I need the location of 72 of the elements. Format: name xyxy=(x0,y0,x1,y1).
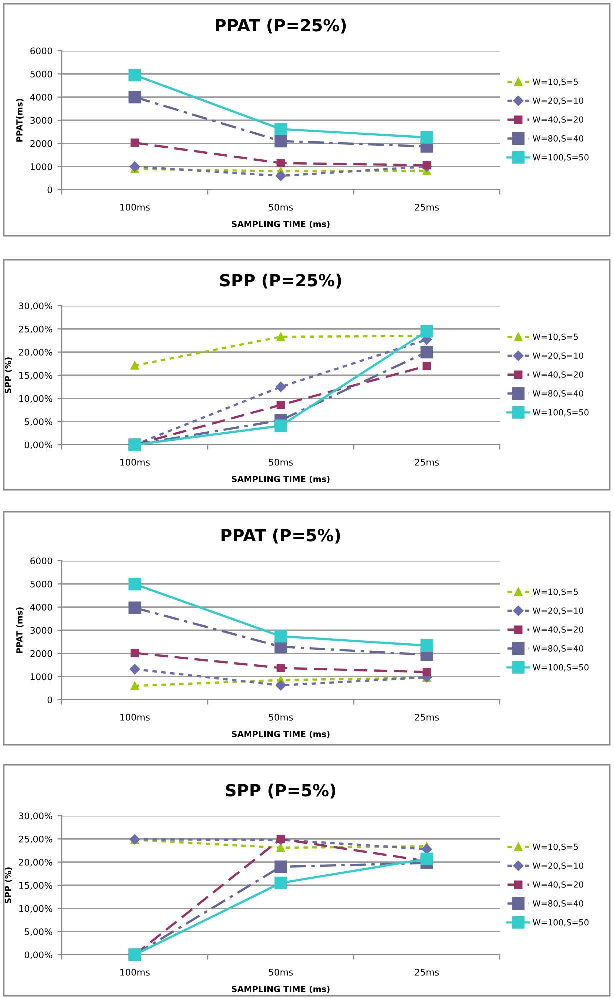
legend-label: W=10,S=5 xyxy=(532,588,578,596)
y-tick-label: 30,00% xyxy=(19,302,52,310)
legend-label: W=20,S=10 xyxy=(532,862,584,870)
x-axis-title: SAMPLING TIME (ms) xyxy=(232,730,330,738)
legend-label: W=10,S=5 xyxy=(532,334,578,341)
legend-label: W=40,S=20 xyxy=(532,626,584,634)
y-axis-title: SPP (%) xyxy=(4,868,12,904)
y-axis-title: PPAT(ms) xyxy=(16,99,24,142)
y-tick-label: 25,00% xyxy=(19,326,52,334)
y-axis-title: SPP (%) xyxy=(4,358,12,394)
y-tick-label: 10,00% xyxy=(20,905,52,914)
chart-title: SPP (P=25%) xyxy=(220,274,342,289)
legend-label: W=100,S=50 xyxy=(532,409,589,417)
x-tick-label: 25ms xyxy=(415,969,440,976)
legend-label: W=100,S=50 xyxy=(532,664,589,672)
y-axis-title: PPAT (ms) xyxy=(16,608,24,654)
legend-label: W=10,S=5 xyxy=(532,78,578,86)
x-tick-label: 50ms xyxy=(269,459,294,466)
x-tick-label: 50ms xyxy=(269,714,294,721)
legend-label: W=100,S=50 xyxy=(532,919,589,927)
x-tick-label: 100ms xyxy=(120,204,150,211)
y-tick-label: 25,00% xyxy=(19,836,52,844)
y-tick-label: 4000 xyxy=(30,604,52,611)
chart-title: PPAT (P=5%) xyxy=(222,528,340,544)
y-tick-label: 4000 xyxy=(30,94,52,101)
y-tick-label: 30,00% xyxy=(19,812,52,820)
y-tick-label: 20,00% xyxy=(19,859,52,867)
x-tick-label: 25ms xyxy=(415,714,440,721)
legend-label: W=40,S=20 xyxy=(532,372,584,379)
x-axis-title: SAMPLING TIME (ms) xyxy=(232,220,330,228)
x-tick-label: 25ms xyxy=(415,459,440,466)
x-tick-label: 50ms xyxy=(269,204,294,211)
y-tick-label: 0,00% xyxy=(24,442,52,450)
legend-label: W=20,S=10 xyxy=(532,608,584,615)
y-tick-label: 0,00% xyxy=(24,952,52,960)
y-tick-label: 3000 xyxy=(30,117,52,124)
legend-label: W=80,S=40 xyxy=(532,136,584,143)
y-tick-label: 5000 xyxy=(30,70,52,78)
x-tick-label: 25ms xyxy=(415,204,440,211)
chart-title: PPAT (P=25%) xyxy=(216,18,346,34)
y-tick-label: 1000 xyxy=(30,674,52,680)
x-tick-label: 50ms xyxy=(269,969,294,976)
y-tick-label: 6000 xyxy=(30,48,52,55)
x-axis-title: SAMPLING TIME (ms) xyxy=(232,986,330,994)
y-tick-label: 3000 xyxy=(30,627,52,634)
y-tick-label: 10,00% xyxy=(20,395,52,404)
legend-label: W=40,S=20 xyxy=(532,116,584,124)
legend-label: W=80,S=40 xyxy=(532,646,584,653)
y-tick-label: 0 xyxy=(48,696,52,704)
y-tick-label: 5,00% xyxy=(24,418,52,426)
legend-label: W=40,S=20 xyxy=(532,882,584,889)
y-tick-label: 1000 xyxy=(30,164,52,170)
y-tick-label: 15,00% xyxy=(20,372,52,380)
y-tick-label: 15,00% xyxy=(20,882,52,890)
legend-label: W=20,S=10 xyxy=(532,98,584,105)
y-tick-label: 0 xyxy=(48,186,52,194)
chart-title: SPP (P=5%) xyxy=(226,784,336,799)
y-tick-label: 2000 xyxy=(30,140,52,148)
y-tick-label: 20,00% xyxy=(19,349,52,357)
x-tick-label: 100ms xyxy=(120,714,150,721)
x-tick-label: 100ms xyxy=(120,459,150,466)
legend-label: W=100,S=50 xyxy=(532,154,589,162)
y-tick-label: 5,00% xyxy=(24,928,52,936)
legend-label: W=20,S=10 xyxy=(532,352,584,360)
y-tick-label: 5000 xyxy=(30,580,52,588)
x-tick-label: 100ms xyxy=(120,969,150,976)
y-tick-label: 6000 xyxy=(30,558,52,565)
y-tick-label: 2000 xyxy=(30,650,52,658)
legend-label: W=80,S=40 xyxy=(532,900,584,908)
legend-label: W=80,S=40 xyxy=(532,390,584,398)
x-axis-title: SAMPLING TIME (ms) xyxy=(232,476,330,484)
legend-label: W=10,S=5 xyxy=(532,844,578,851)
